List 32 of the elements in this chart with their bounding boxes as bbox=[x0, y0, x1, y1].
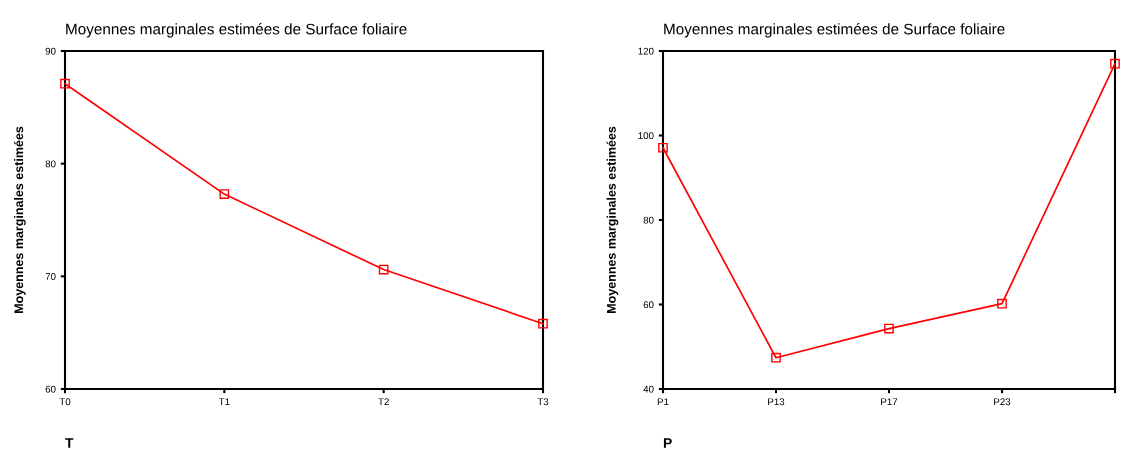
x-tick-label: T3 bbox=[537, 398, 549, 406]
y-tick-label: 90 bbox=[45, 47, 56, 55]
y-tick-label: 80 bbox=[643, 216, 654, 224]
y-tick-label: 100 bbox=[638, 132, 654, 140]
chart-title: Moyennes marginales estimées de Surface foliaire bbox=[66, 23, 407, 38]
y-axis-title: Moyennes marginales estimées bbox=[13, 126, 26, 313]
point bbox=[997, 298, 1007, 309]
x-tick-label: P23 bbox=[994, 398, 1011, 406]
x-tick-label: T2 bbox=[378, 398, 389, 406]
x-tick-label: P17 bbox=[881, 398, 898, 406]
y-tick-label: 60 bbox=[45, 385, 56, 393]
x-tick-label: P13 bbox=[768, 398, 785, 406]
x-tick-label: T1 bbox=[218, 398, 230, 406]
x-tick-label: P1 bbox=[657, 398, 669, 406]
y-tick-label: 70 bbox=[45, 273, 56, 280]
y-axis-title: Moyennes marginales estimées bbox=[606, 126, 619, 313]
y-tick-label: 60 bbox=[643, 301, 654, 309]
point bbox=[378, 264, 389, 275]
point bbox=[771, 352, 781, 363]
point bbox=[884, 323, 894, 334]
point bbox=[219, 189, 230, 199]
y-tick-label: 120 bbox=[638, 47, 654, 55]
point bbox=[60, 78, 70, 89]
x-axis-title: T bbox=[65, 438, 74, 448]
x-tick-label: T0 bbox=[59, 398, 71, 406]
y-tick-label: 40 bbox=[643, 385, 654, 393]
point bbox=[538, 318, 548, 329]
y-tick-label: 80 bbox=[45, 160, 56, 168]
point bbox=[658, 142, 668, 153]
point bbox=[1110, 58, 1120, 69]
x-axis-title: P bbox=[663, 438, 672, 448]
chart-title: Moyennes marginales estimées de Surface foliaire bbox=[664, 23, 1005, 38]
